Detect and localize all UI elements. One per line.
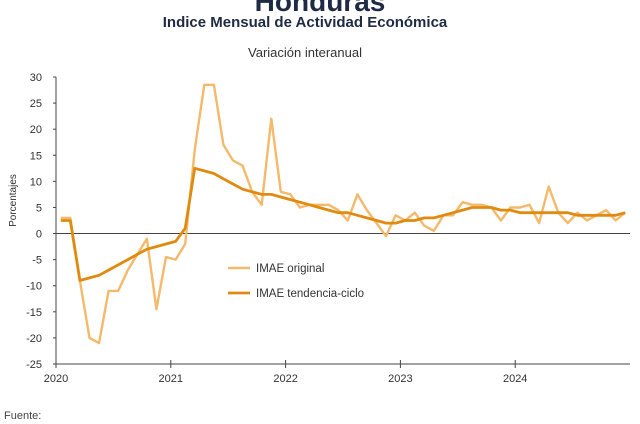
series-imae-original bbox=[60, 83, 626, 345]
legend-label: IMAE original bbox=[256, 263, 324, 275]
page-title: Honduras bbox=[254, 0, 386, 17]
y-tick-label: 10 bbox=[30, 176, 42, 188]
y-tick-label: 15 bbox=[30, 150, 42, 162]
series-layer bbox=[60, 83, 626, 345]
y-tick-label: -10 bbox=[26, 281, 42, 293]
y-axis-label: Porcentajes bbox=[8, 174, 19, 227]
x-tick-label: 2021 bbox=[159, 373, 183, 385]
chart-subtitle: Indice Mensual de Actividad Económica bbox=[162, 14, 448, 31]
y-tick-label: 0 bbox=[36, 229, 42, 241]
y-tick-label: -20 bbox=[26, 333, 42, 345]
x-tick-label: 2020 bbox=[44, 373, 68, 385]
legend-label: IMAE tendencia-ciclo bbox=[256, 288, 364, 300]
y-tick-label: 30 bbox=[30, 72, 42, 84]
chart-subtitle-secondary: Variación interanual bbox=[248, 45, 362, 60]
y-tick-label: -5 bbox=[32, 255, 42, 267]
source-note: Fuente: bbox=[4, 410, 42, 422]
y-tick-label: 5 bbox=[36, 202, 42, 214]
legend: IMAE original IMAE tendencia-ciclo bbox=[228, 263, 364, 300]
y-tick-label: 25 bbox=[30, 98, 42, 110]
y-tick-label: 20 bbox=[30, 124, 42, 136]
x-tick-label: 2024 bbox=[503, 373, 527, 385]
series-imae-tendencia-ciclo bbox=[60, 166, 626, 282]
x-tick-label: 2022 bbox=[273, 373, 297, 385]
y-tick-label: -25 bbox=[26, 359, 42, 371]
x-tick-label: 2023 bbox=[388, 373, 412, 385]
y-tick-label: -15 bbox=[26, 307, 42, 319]
